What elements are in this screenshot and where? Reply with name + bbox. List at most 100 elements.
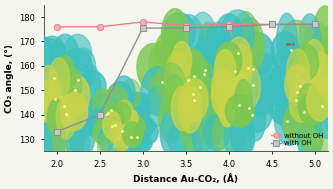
with OH bbox=[313, 23, 317, 26]
Ellipse shape bbox=[314, 117, 333, 152]
Ellipse shape bbox=[98, 128, 113, 151]
Ellipse shape bbox=[318, 35, 333, 75]
Ellipse shape bbox=[198, 22, 218, 80]
Line: without OH: without OH bbox=[53, 19, 318, 30]
with OH bbox=[184, 27, 188, 29]
Ellipse shape bbox=[137, 43, 169, 91]
Ellipse shape bbox=[279, 94, 304, 137]
Ellipse shape bbox=[240, 91, 273, 132]
Ellipse shape bbox=[273, 47, 296, 97]
Ellipse shape bbox=[121, 79, 141, 109]
Ellipse shape bbox=[146, 86, 168, 126]
without OH bbox=[98, 26, 102, 28]
Ellipse shape bbox=[39, 65, 59, 108]
Ellipse shape bbox=[203, 78, 227, 126]
Ellipse shape bbox=[250, 68, 284, 103]
Ellipse shape bbox=[183, 113, 203, 160]
Ellipse shape bbox=[215, 42, 242, 79]
Ellipse shape bbox=[180, 111, 215, 154]
Ellipse shape bbox=[298, 84, 318, 122]
without OH bbox=[141, 21, 145, 23]
Ellipse shape bbox=[25, 98, 54, 134]
Ellipse shape bbox=[64, 34, 91, 71]
Ellipse shape bbox=[328, 50, 333, 108]
Ellipse shape bbox=[274, 91, 304, 146]
Ellipse shape bbox=[297, 123, 323, 158]
Ellipse shape bbox=[88, 111, 108, 139]
with OH bbox=[270, 23, 274, 26]
Ellipse shape bbox=[128, 130, 149, 155]
with OH bbox=[98, 114, 102, 116]
Ellipse shape bbox=[188, 70, 212, 107]
Ellipse shape bbox=[277, 13, 297, 68]
Ellipse shape bbox=[224, 115, 255, 161]
Ellipse shape bbox=[149, 73, 170, 116]
Ellipse shape bbox=[203, 33, 233, 67]
Ellipse shape bbox=[199, 41, 224, 83]
Ellipse shape bbox=[73, 96, 97, 134]
Line: with OH: with OH bbox=[53, 21, 318, 135]
Ellipse shape bbox=[131, 93, 151, 121]
Ellipse shape bbox=[93, 89, 114, 119]
Ellipse shape bbox=[300, 112, 323, 157]
without OH bbox=[184, 24, 188, 27]
Ellipse shape bbox=[307, 81, 332, 121]
Ellipse shape bbox=[105, 86, 128, 110]
with OH bbox=[55, 131, 59, 133]
Ellipse shape bbox=[171, 86, 194, 131]
Ellipse shape bbox=[221, 10, 254, 58]
Ellipse shape bbox=[314, 71, 331, 105]
Ellipse shape bbox=[196, 74, 219, 120]
Ellipse shape bbox=[304, 40, 325, 85]
Ellipse shape bbox=[94, 94, 117, 120]
Ellipse shape bbox=[124, 109, 138, 126]
Ellipse shape bbox=[212, 73, 236, 118]
without OH bbox=[313, 23, 317, 26]
Ellipse shape bbox=[184, 51, 207, 94]
without OH bbox=[227, 23, 231, 26]
Ellipse shape bbox=[23, 96, 51, 127]
Ellipse shape bbox=[71, 98, 102, 136]
Ellipse shape bbox=[56, 96, 76, 139]
Ellipse shape bbox=[173, 15, 204, 71]
Ellipse shape bbox=[199, 59, 231, 95]
Ellipse shape bbox=[16, 69, 45, 116]
Ellipse shape bbox=[124, 115, 145, 139]
Ellipse shape bbox=[267, 67, 296, 124]
Ellipse shape bbox=[164, 74, 185, 117]
without OH bbox=[55, 26, 59, 28]
Ellipse shape bbox=[198, 84, 219, 134]
Ellipse shape bbox=[36, 89, 62, 122]
Ellipse shape bbox=[280, 20, 312, 66]
Ellipse shape bbox=[196, 66, 229, 114]
Ellipse shape bbox=[98, 133, 112, 164]
Ellipse shape bbox=[164, 13, 195, 51]
Ellipse shape bbox=[133, 106, 151, 135]
Ellipse shape bbox=[168, 122, 196, 158]
Ellipse shape bbox=[34, 39, 66, 81]
Ellipse shape bbox=[226, 37, 252, 83]
Ellipse shape bbox=[299, 93, 326, 125]
Ellipse shape bbox=[330, 60, 333, 100]
Ellipse shape bbox=[113, 126, 131, 151]
without OH bbox=[270, 23, 274, 26]
Ellipse shape bbox=[162, 9, 188, 61]
Ellipse shape bbox=[125, 137, 140, 159]
Ellipse shape bbox=[165, 52, 190, 99]
Ellipse shape bbox=[80, 64, 101, 117]
Ellipse shape bbox=[295, 44, 319, 80]
Ellipse shape bbox=[203, 115, 230, 150]
Ellipse shape bbox=[53, 122, 85, 160]
Ellipse shape bbox=[123, 122, 143, 147]
Ellipse shape bbox=[310, 52, 332, 95]
Ellipse shape bbox=[240, 33, 274, 75]
Ellipse shape bbox=[218, 84, 236, 127]
Ellipse shape bbox=[48, 99, 65, 135]
Ellipse shape bbox=[29, 122, 61, 156]
Ellipse shape bbox=[172, 42, 192, 79]
Ellipse shape bbox=[129, 133, 152, 153]
X-axis label: Distance Au-CO₂, (Å): Distance Au-CO₂, (Å) bbox=[134, 174, 238, 184]
with OH bbox=[141, 27, 145, 29]
Ellipse shape bbox=[248, 79, 275, 115]
Ellipse shape bbox=[135, 120, 158, 145]
